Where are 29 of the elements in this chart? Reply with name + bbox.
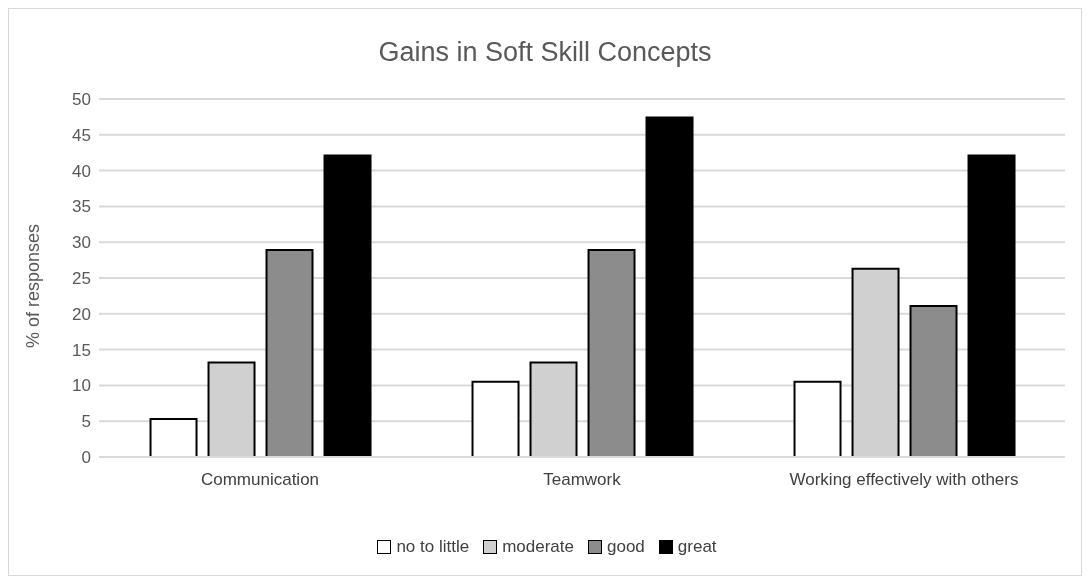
x-tick-label: Teamwork	[543, 470, 622, 490]
legend-label: good	[606, 537, 645, 557]
y-tick-label: 45	[72, 125, 91, 145]
chart-title: Gains in Soft Skill Concepts	[377, 36, 713, 69]
y-tick-label: 35	[72, 197, 91, 217]
legend-label: no to little	[395, 537, 470, 557]
y-tick-label: 40	[72, 161, 91, 181]
y-tick-label: 25	[72, 269, 91, 289]
bar	[323, 154, 372, 457]
y-tick-label: 20	[72, 304, 91, 324]
bar	[967, 154, 1016, 457]
bar	[793, 380, 842, 457]
bar	[149, 418, 198, 457]
bar	[471, 380, 520, 457]
y-tick-label: 5	[81, 412, 91, 432]
x-tick-label: Communication	[200, 470, 320, 490]
legend-label: moderate	[501, 537, 574, 557]
legend-label: great	[676, 537, 717, 557]
y-tick-label: 10	[72, 376, 91, 396]
y-tick-label: 50	[72, 90, 91, 110]
y-tick-label: 0	[81, 448, 91, 468]
x-tick-label: Working effectively with others	[789, 470, 1019, 490]
bar	[645, 116, 694, 457]
y-tick-label: 15	[72, 340, 91, 360]
bar	[265, 249, 314, 457]
y-axis-title: % of responses	[23, 223, 44, 348]
y-tick-label: 30	[72, 233, 91, 253]
bar	[909, 304, 958, 457]
bar	[587, 249, 636, 457]
